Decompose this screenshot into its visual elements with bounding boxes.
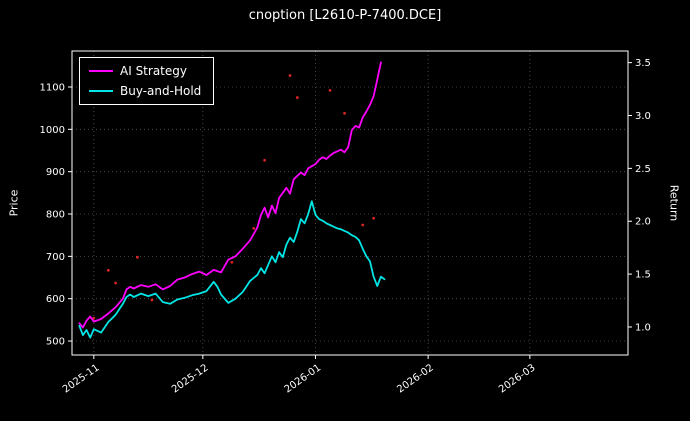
return-tick-label: 3.5 — [635, 58, 651, 69]
signal-dot — [92, 316, 96, 320]
legend-label-ai-strategy: AI Strategy — [120, 64, 187, 78]
signal-dot — [343, 111, 346, 115]
plot-border — [71, 50, 629, 356]
chart-title: cnoption [L2610-P-7400.DCE] — [248, 8, 442, 23]
signal-dot — [114, 281, 118, 285]
price-tick-label: 1100 — [40, 82, 65, 93]
x-tick-label: 2026-03 — [497, 362, 538, 395]
x-tick-label: 2026-01 — [283, 362, 324, 395]
signal-dot — [150, 298, 154, 302]
buy-and-hold-line — [78, 200, 386, 339]
signal-dot — [361, 223, 365, 227]
signal-dot — [295, 96, 299, 99]
price-tick-label: 700 — [46, 252, 65, 263]
price-tick-label: 900 — [46, 167, 65, 178]
return-tick-label: 2.5 — [635, 164, 651, 175]
signal-dot — [106, 268, 110, 272]
price-tick-label: 600 — [46, 294, 65, 305]
signal-dot — [372, 216, 376, 220]
price-tick-label: 500 — [46, 337, 65, 348]
price-tick-label: 800 — [46, 210, 65, 221]
legend-item-buy-and-hold: Buy-and-Hold — [89, 84, 201, 98]
ai-strategy-line — [78, 61, 382, 329]
x-tick-label: 2025-11 — [61, 362, 102, 395]
return-tick-label: 1.0 — [635, 322, 651, 333]
legend-item-ai-strategy: AI Strategy — [89, 64, 201, 78]
x-tick-label: 2026-02 — [395, 362, 436, 395]
ai-strategy-line-swatch — [89, 70, 113, 72]
signal-dot — [288, 74, 292, 77]
legend-label-buy-and-hold: Buy-and-Hold — [120, 84, 202, 98]
signal-dot — [263, 158, 267, 162]
price-tick-label: 1000 — [40, 125, 65, 136]
x-tick-label: 2025-12 — [170, 362, 211, 395]
return-tick-label: 1.5 — [635, 270, 651, 281]
signal-dot — [230, 260, 234, 264]
signal-dot — [328, 88, 332, 92]
return-tick-label: 2.0 — [635, 217, 651, 228]
signal-dot — [136, 255, 139, 259]
return-tick-label: 3.0 — [635, 111, 651, 122]
legend: AI Strategy Buy-and-Hold — [79, 57, 215, 105]
buy-and-hold-line-swatch — [89, 90, 113, 92]
signal-dot — [252, 227, 256, 230]
